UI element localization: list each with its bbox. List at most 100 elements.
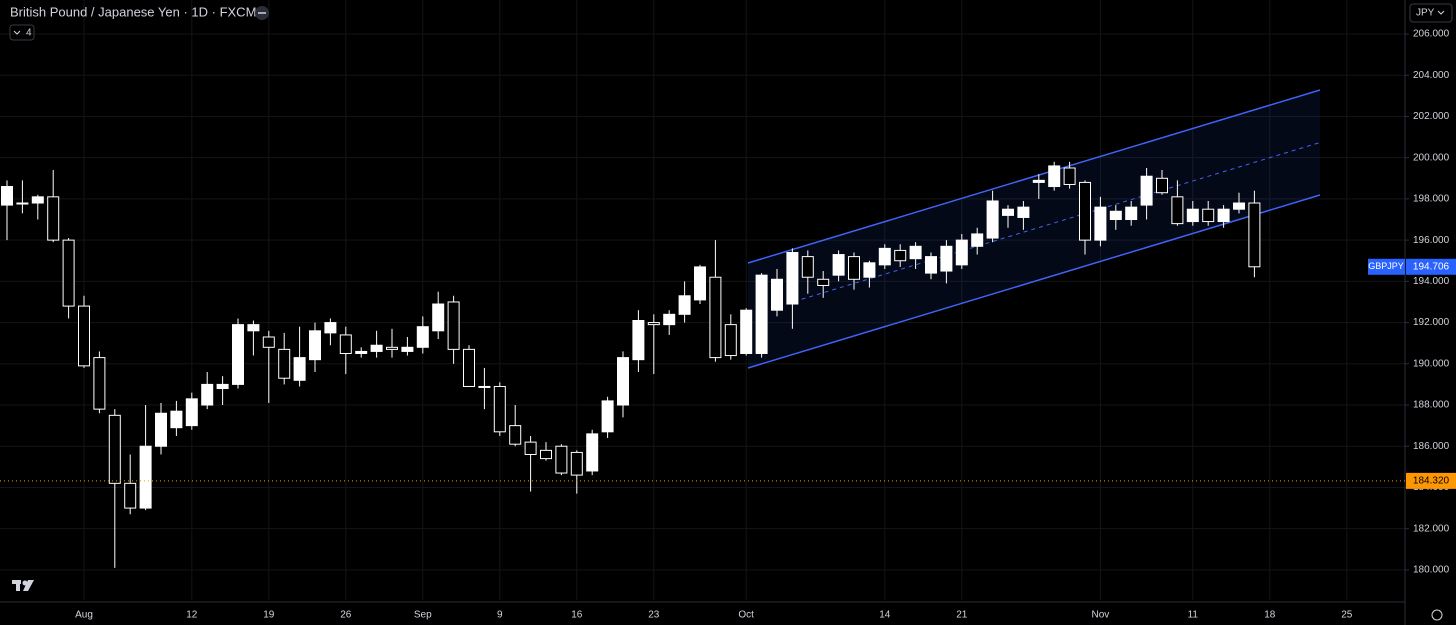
candle-body bbox=[247, 324, 260, 332]
x-tick-label: 25 bbox=[1341, 610, 1353, 621]
candle-body bbox=[894, 249, 907, 262]
candle-body bbox=[493, 385, 506, 433]
candle-body bbox=[262, 336, 275, 348]
candle-body bbox=[309, 330, 321, 361]
candle-body bbox=[555, 445, 568, 474]
y-tick-label: 180.000 bbox=[1413, 565, 1450, 576]
candle-body bbox=[832, 254, 845, 276]
candle-body bbox=[386, 346, 398, 350]
candle-body bbox=[678, 295, 691, 315]
level-label: 184.320 bbox=[1413, 476, 1450, 487]
candle-body bbox=[1079, 181, 1091, 241]
indicator-chevron bbox=[13, 30, 21, 35]
candle-body bbox=[1140, 175, 1153, 206]
candle-body bbox=[632, 320, 645, 361]
candle-body bbox=[755, 274, 768, 354]
candle-body bbox=[1186, 208, 1199, 223]
candle-body bbox=[93, 357, 106, 410]
candle-body bbox=[801, 256, 814, 278]
y-tick-label: 186.000 bbox=[1413, 441, 1450, 452]
candle-body bbox=[878, 247, 891, 266]
x-tick-label: Aug bbox=[75, 610, 93, 621]
symbol-label-box bbox=[1368, 258, 1405, 275]
x-tick-label: 19 bbox=[263, 610, 275, 621]
currency-label: JPY bbox=[1416, 8, 1435, 19]
level-label-box bbox=[1406, 472, 1456, 489]
candle-body bbox=[1171, 196, 1184, 225]
candle-body bbox=[663, 313, 676, 326]
y-tick-label: 200.000 bbox=[1413, 152, 1450, 163]
candle-body bbox=[909, 245, 922, 260]
candle-body bbox=[1109, 210, 1122, 221]
currency-button[interactable] bbox=[1409, 3, 1453, 23]
candle-body bbox=[1, 186, 13, 206]
x-tick-label: 26 bbox=[340, 610, 352, 621]
y-tick-label: 188.000 bbox=[1413, 400, 1450, 411]
candle-body bbox=[47, 196, 60, 241]
candle-body bbox=[771, 278, 783, 311]
y-tick-label: 206.000 bbox=[1413, 29, 1450, 40]
candle-body bbox=[155, 412, 167, 447]
x-tick-label: Sep bbox=[414, 610, 432, 621]
candle-body bbox=[1248, 202, 1261, 268]
logo-part bbox=[23, 580, 34, 591]
candle-body bbox=[1017, 206, 1030, 218]
candle-body bbox=[324, 322, 337, 334]
candle-body bbox=[432, 303, 445, 332]
y-tick-label: 182.000 bbox=[1413, 523, 1450, 534]
channel-upper bbox=[747, 89, 1321, 264]
logo bbox=[12, 580, 34, 591]
candle-body bbox=[201, 383, 214, 406]
candle-body bbox=[278, 348, 291, 379]
candle-body bbox=[401, 346, 414, 352]
candle-body bbox=[463, 348, 475, 387]
candle-body bbox=[570, 451, 583, 476]
candle-body bbox=[971, 233, 984, 247]
candle-body bbox=[293, 357, 306, 381]
candle-body bbox=[848, 256, 860, 280]
candle-body bbox=[694, 266, 706, 301]
y-tick-label: 204.000 bbox=[1413, 70, 1450, 81]
y-tick-label: 192.000 bbox=[1413, 317, 1450, 328]
candle-body bbox=[185, 398, 198, 427]
candle-body bbox=[509, 425, 522, 445]
y-tick-label: 196.000 bbox=[1413, 235, 1450, 246]
last-price-box bbox=[1406, 258, 1456, 275]
candle-body bbox=[925, 256, 937, 274]
candle-body bbox=[601, 400, 614, 433]
candle-body bbox=[124, 482, 137, 509]
x-tick-label: 14 bbox=[879, 610, 891, 621]
candle-body bbox=[724, 324, 737, 357]
y-tick-label: 190.000 bbox=[1413, 358, 1450, 369]
settings-button[interactable] bbox=[1431, 609, 1443, 621]
candle-body bbox=[16, 202, 29, 205]
candle-body bbox=[108, 414, 121, 484]
y-tick-label: 194.000 bbox=[1413, 276, 1450, 287]
candle-body bbox=[647, 322, 660, 326]
candle-body bbox=[740, 309, 753, 354]
candle-body bbox=[863, 262, 876, 278]
candle-body bbox=[339, 334, 352, 354]
candle-body bbox=[1202, 208, 1215, 223]
currency-chevron bbox=[1437, 10, 1445, 15]
indicator-count: 4 bbox=[26, 28, 32, 39]
candle-body bbox=[1048, 165, 1061, 188]
candle-body bbox=[955, 239, 968, 266]
channel-middle bbox=[747, 142, 1321, 316]
x-tick-label: 9 bbox=[497, 610, 503, 621]
candle-body bbox=[1032, 179, 1045, 183]
indicator-toggle[interactable] bbox=[9, 24, 35, 41]
candle-body bbox=[617, 357, 629, 406]
channel-lower bbox=[747, 194, 1321, 369]
candle-body bbox=[62, 239, 75, 307]
candle-body bbox=[709, 276, 722, 359]
x-tick-label: 16 bbox=[571, 610, 583, 621]
x-tick-label: 18 bbox=[1264, 610, 1276, 621]
candle-body bbox=[78, 305, 90, 367]
candle-body bbox=[355, 350, 368, 354]
candle-body bbox=[1063, 167, 1076, 185]
y-tick-label: 202.000 bbox=[1413, 111, 1450, 122]
